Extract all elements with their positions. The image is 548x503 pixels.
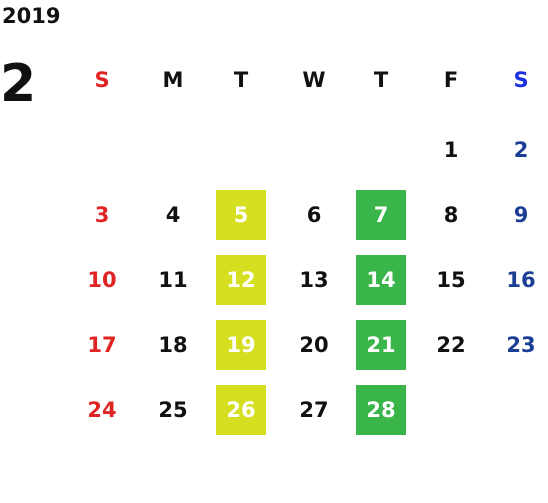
day-cell: 3 — [94, 203, 110, 227]
day-cell: 2 — [513, 138, 529, 162]
day-cell: 27 — [299, 398, 329, 422]
day-cell: 19 — [216, 320, 266, 370]
day-cell: 20 — [299, 333, 329, 357]
day-cell: 15 — [436, 268, 466, 292]
weekday-header: S — [94, 68, 110, 92]
day-cell: 1 — [443, 138, 459, 162]
weekday-header: W — [302, 68, 326, 92]
day-cell: 24 — [87, 398, 117, 422]
day-cell: 21 — [356, 320, 406, 370]
day-cell: 23 — [506, 333, 536, 357]
day-cell: 5 — [216, 190, 266, 240]
day-cell: 14 — [356, 255, 406, 305]
day-cell: 6 — [306, 203, 322, 227]
day-cell: 4 — [165, 203, 181, 227]
day-cell: 18 — [158, 333, 188, 357]
day-cell: 9 — [513, 203, 529, 227]
day-cell: 8 — [443, 203, 459, 227]
month: 2 — [0, 54, 37, 114]
weekday-header: S — [513, 68, 529, 92]
day-cell: 16 — [506, 268, 536, 292]
day-cell: 25 — [158, 398, 188, 422]
day-cell: 7 — [356, 190, 406, 240]
day-cell: 11 — [158, 268, 188, 292]
weekday-header: T — [373, 68, 389, 92]
day-cell: 22 — [436, 333, 466, 357]
day-cell: 13 — [299, 268, 329, 292]
weekday-header: T — [233, 68, 249, 92]
day-cell: 10 — [87, 268, 117, 292]
day-cell: 28 — [356, 385, 406, 435]
weekday-header: M — [162, 68, 184, 92]
year: 2019 — [2, 4, 61, 28]
weekday-header: F — [443, 68, 459, 92]
day-cell: 26 — [216, 385, 266, 435]
day-cell: 12 — [216, 255, 266, 305]
day-cell: 17 — [87, 333, 117, 357]
